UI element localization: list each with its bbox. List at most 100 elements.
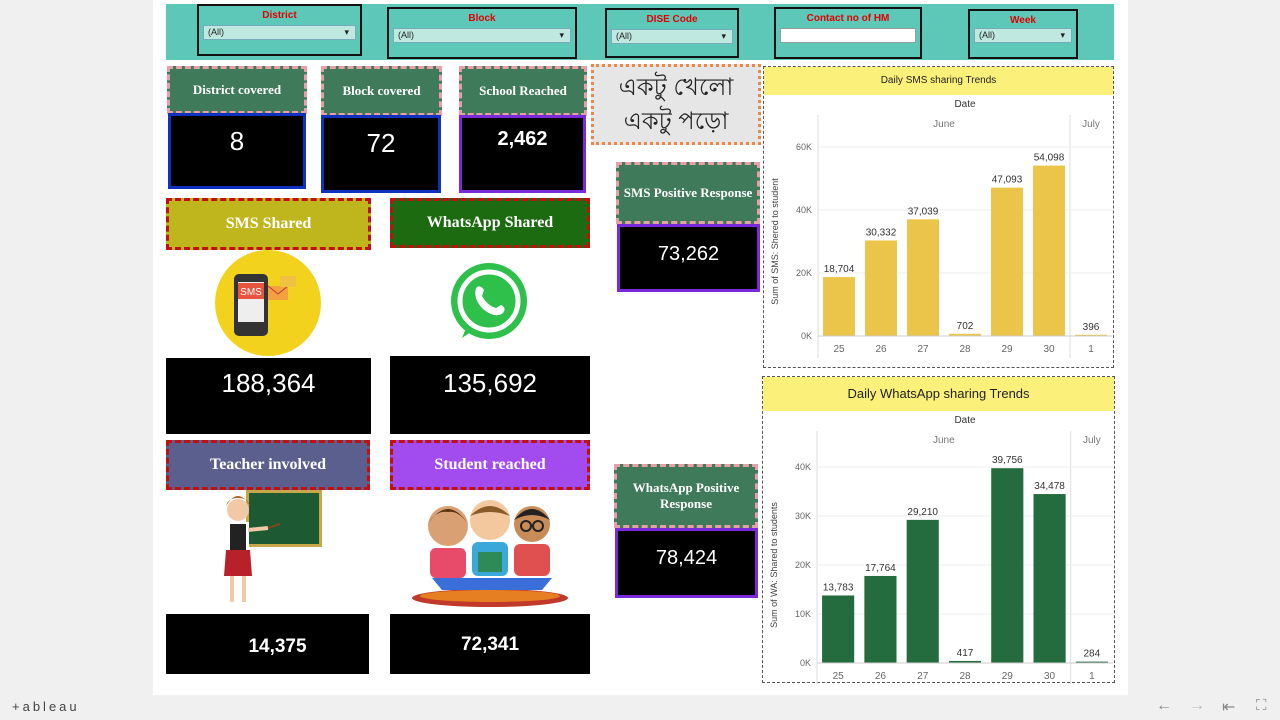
student-image [392, 490, 588, 608]
wa-chart-plot: Date June July Sum of WA: Shared to student… [769, 415, 1113, 684]
chart-data-label: 37,039 [908, 206, 939, 217]
chart-xtick-label: 30 [1043, 344, 1055, 355]
whatsapp-image [392, 248, 588, 356]
wa-chart-title: Daily WhatsApp sharing Trends [763, 377, 1114, 411]
wa-positive-value: 78,424 [615, 528, 758, 598]
chart-xlabel: Date [954, 99, 976, 110]
chart-group-label: July [1082, 119, 1100, 130]
dise-code-select[interactable]: (All) [611, 29, 733, 44]
chart-bar [864, 575, 897, 663]
chart-xtick-label: 1 [1088, 344, 1094, 355]
tableau-logo[interactable]: +ableau [12, 699, 80, 714]
district-filter-label: District [262, 10, 297, 21]
undo-icon[interactable]: ← [1156, 697, 1172, 714]
hm-contact-input[interactable] [780, 28, 916, 43]
school-reached-value: 2,462 [459, 115, 586, 193]
hm-contact-filter: Contact no of HM [774, 7, 922, 59]
redo-icon[interactable]: → [1189, 697, 1205, 714]
chart-xtick-label: 26 [875, 344, 887, 355]
chart-ytick-label: 60K [796, 142, 812, 152]
chart-ylabel: Sum of SMS: Shered to student [770, 178, 780, 305]
chart-data-label: 396 [1083, 322, 1100, 333]
revert-icon[interactable]: ⇤ [1222, 699, 1236, 716]
block-filter: Block (All) [387, 7, 577, 59]
wa-positive-header: WhatsApp Positive Response [614, 464, 758, 528]
chart-xtick-label: 25 [833, 344, 845, 355]
footer-bar: +ableau ← → ⇤ ⛶ [0, 695, 1280, 720]
district-covered-header: District covered [167, 66, 307, 114]
student-reached-header: Student reached [390, 440, 590, 490]
chart-bar [906, 519, 939, 663]
chart-data-label: 47,093 [992, 175, 1023, 186]
chart-xtick-label: 25 [833, 671, 845, 682]
teacher-image [168, 490, 368, 608]
sms-trend-chart: Daily SMS sharing Trends Date June July Sum… [763, 66, 1114, 368]
chart-ytick-label: 20K [795, 560, 811, 570]
chart-xtick-label: 26 [875, 671, 887, 682]
students-reading-icon [412, 500, 568, 607]
block-covered-header: Block covered [321, 66, 442, 116]
sms-positive-value: 73,262 [617, 224, 760, 292]
district-select[interactable]: (All) [203, 25, 356, 40]
chart-xtick-label: 27 [917, 344, 929, 355]
sms-image: SMS [168, 250, 370, 358]
chart-ytick-label: 40K [795, 462, 811, 472]
chart-bar [1075, 661, 1108, 664]
fullscreen-icon[interactable]: ⛶ [1256, 697, 1267, 714]
whatsapp-shared-value: 135,692 [390, 356, 590, 434]
chart-data-label: 18,704 [824, 264, 855, 275]
chart-data-label: 29,210 [907, 507, 938, 518]
chart-ylabel: Sum of WA: Shared to students [769, 502, 779, 628]
week-select[interactable]: (All) [974, 28, 1072, 43]
chart-xtick-label: 1 [1089, 671, 1095, 682]
chart-data-label: 417 [957, 648, 974, 659]
district-covered-value: 8 [168, 113, 306, 189]
chart-bar [865, 240, 897, 336]
teacher-involved-header: Teacher involved [166, 440, 370, 490]
hm-contact-filter-label: Contact no of HM [806, 13, 890, 24]
chart-data-label: 34,478 [1034, 481, 1065, 492]
teacher-icon [224, 490, 322, 602]
block-filter-label: Block [468, 13, 496, 24]
student-reached-value: 72,341 [390, 614, 590, 674]
chart-xtick-label: 29 [1002, 671, 1014, 682]
chart-bar [948, 660, 982, 663]
chart-group-label: July [1083, 435, 1101, 446]
sms-phone-icon: SMS [215, 250, 321, 356]
chart-bar [949, 333, 981, 336]
chart-xtick-label: 28 [959, 344, 971, 355]
whatsapp-icon [451, 263, 527, 339]
chart-xtick-label: 29 [1001, 344, 1013, 355]
chart-group-label: June [933, 119, 955, 130]
chart-group-label: June [933, 435, 955, 446]
week-filter: Week (All) [968, 9, 1078, 59]
chart-ytick-label: 20K [796, 268, 812, 278]
chart-xtick-label: 28 [959, 671, 971, 682]
chart-bar [1033, 165, 1065, 336]
chart-data-label: 39,756 [992, 455, 1023, 466]
teacher-involved-value: 14,375 [166, 614, 369, 674]
chart-ytick-label: 0K [801, 331, 812, 341]
chart-data-label: 284 [1084, 649, 1101, 660]
chart-xlabel: Date [954, 415, 976, 426]
chart-bar [907, 219, 939, 336]
block-select[interactable]: (All) [393, 28, 571, 43]
chart-bar [823, 277, 855, 336]
week-filter-label: Week [1010, 15, 1036, 26]
chart-data-label: 30,332 [866, 227, 897, 238]
block-covered-value: 72 [321, 115, 441, 193]
chart-xtick-label: 30 [1044, 671, 1056, 682]
district-filter: District (All) [197, 4, 362, 56]
whatsapp-trend-chart: Daily WhatsApp sharing Trends Date June Ju… [762, 376, 1115, 684]
dise-code-filter-label: DISE Code [646, 14, 698, 25]
school-reached-header: School Reached [459, 66, 587, 116]
chart-ytick-label: 0K [800, 658, 811, 668]
chart-data-label: 17,764 [865, 563, 896, 574]
chart-ytick-label: 40K [796, 205, 812, 215]
chart-ytick-label: 30K [795, 511, 811, 521]
bengali-slogan: একটু খেলো একটু পড়ো [591, 64, 761, 145]
chart-data-label: 13,783 [823, 582, 854, 593]
sms-positive-header: SMS Positive Response [616, 162, 760, 224]
chart-bar [1033, 494, 1066, 663]
sms-shared-header: SMS Shared [166, 198, 371, 250]
